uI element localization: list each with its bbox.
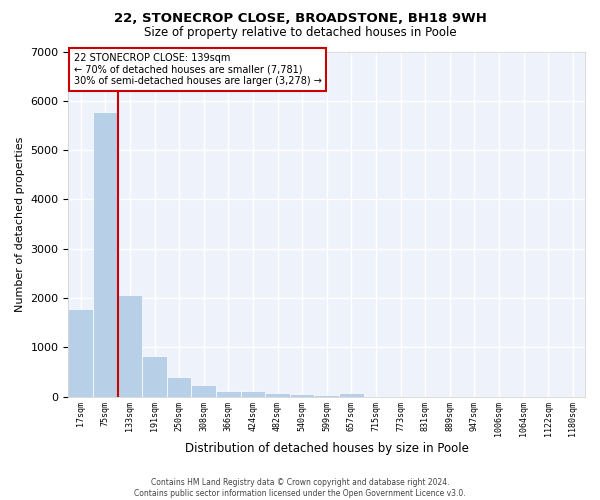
Y-axis label: Number of detached properties: Number of detached properties (15, 136, 25, 312)
X-axis label: Distribution of detached houses by size in Poole: Distribution of detached houses by size … (185, 442, 469, 455)
Bar (216, 391, 241, 396)
Bar (167, 378, 191, 396)
Bar (93, 112, 118, 397)
Bar (68, 309, 93, 396)
Bar (241, 391, 265, 396)
Bar (339, 393, 364, 396)
Bar (191, 385, 216, 396)
Bar (265, 394, 290, 396)
Text: 22 STONECROP CLOSE: 139sqm
← 70% of detached houses are smaller (7,781)
30% of s: 22 STONECROP CLOSE: 139sqm ← 70% of deta… (74, 53, 322, 86)
Bar (290, 394, 314, 396)
Text: Contains HM Land Registry data © Crown copyright and database right 2024.
Contai: Contains HM Land Registry data © Crown c… (134, 478, 466, 498)
Bar (118, 295, 142, 396)
Text: Size of property relative to detached houses in Poole: Size of property relative to detached ho… (143, 26, 457, 39)
Text: 22, STONECROP CLOSE, BROADSTONE, BH18 9WH: 22, STONECROP CLOSE, BROADSTONE, BH18 9W… (113, 12, 487, 26)
Bar (314, 395, 339, 396)
Bar (142, 356, 167, 397)
